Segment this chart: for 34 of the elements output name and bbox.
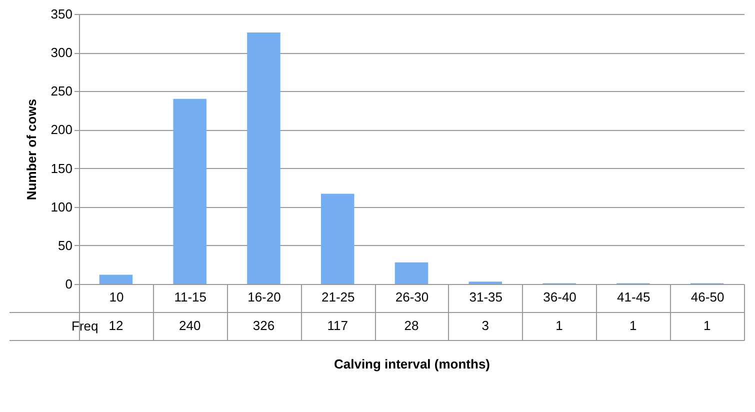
y-tick-label: 0 [65,276,72,292]
x-tick-label: 10 [109,290,124,304]
data-label: 12 [108,318,124,333]
data-label: 240 [178,318,201,333]
data-label: 326 [252,318,275,333]
y-tick-label: 250 [50,84,72,99]
x-tick-label: 21-25 [321,290,355,304]
data-label: 117 [327,318,348,333]
x-tick-label: 36-40 [543,290,576,304]
y-tick-label: 200 [50,122,72,138]
data-label: 1 [703,318,711,333]
bar [99,274,133,284]
y-tick-label: 50 [58,238,72,253]
bar [173,98,206,284]
y-axis-title: Number of cows [24,98,39,200]
text: Freq [72,318,98,334]
x-tick-label: 31-35 [469,290,503,304]
x-tick-label: 41-45 [617,290,650,304]
data-label: 1 [630,318,637,333]
y-tick-label: 100 [50,199,72,214]
bar [247,32,280,284]
y-tick-label: 350 [50,6,72,22]
data-label: 1 [556,318,563,333]
x-tick-label: 26-30 [395,290,429,304]
data-label: 3 [482,318,490,333]
x-tick-label: 46-50 [690,290,724,304]
x-axis-title: Calving interval (months) [334,356,490,372]
bar [394,262,428,284]
bar [320,194,354,284]
data-label: 28 [404,318,419,333]
y-tick-label: 150 [50,160,72,176]
y-tick-label: 300 [50,45,72,60]
x-tick-label: 11-15 [174,290,206,304]
x-tick-label: 16-20 [248,290,281,304]
